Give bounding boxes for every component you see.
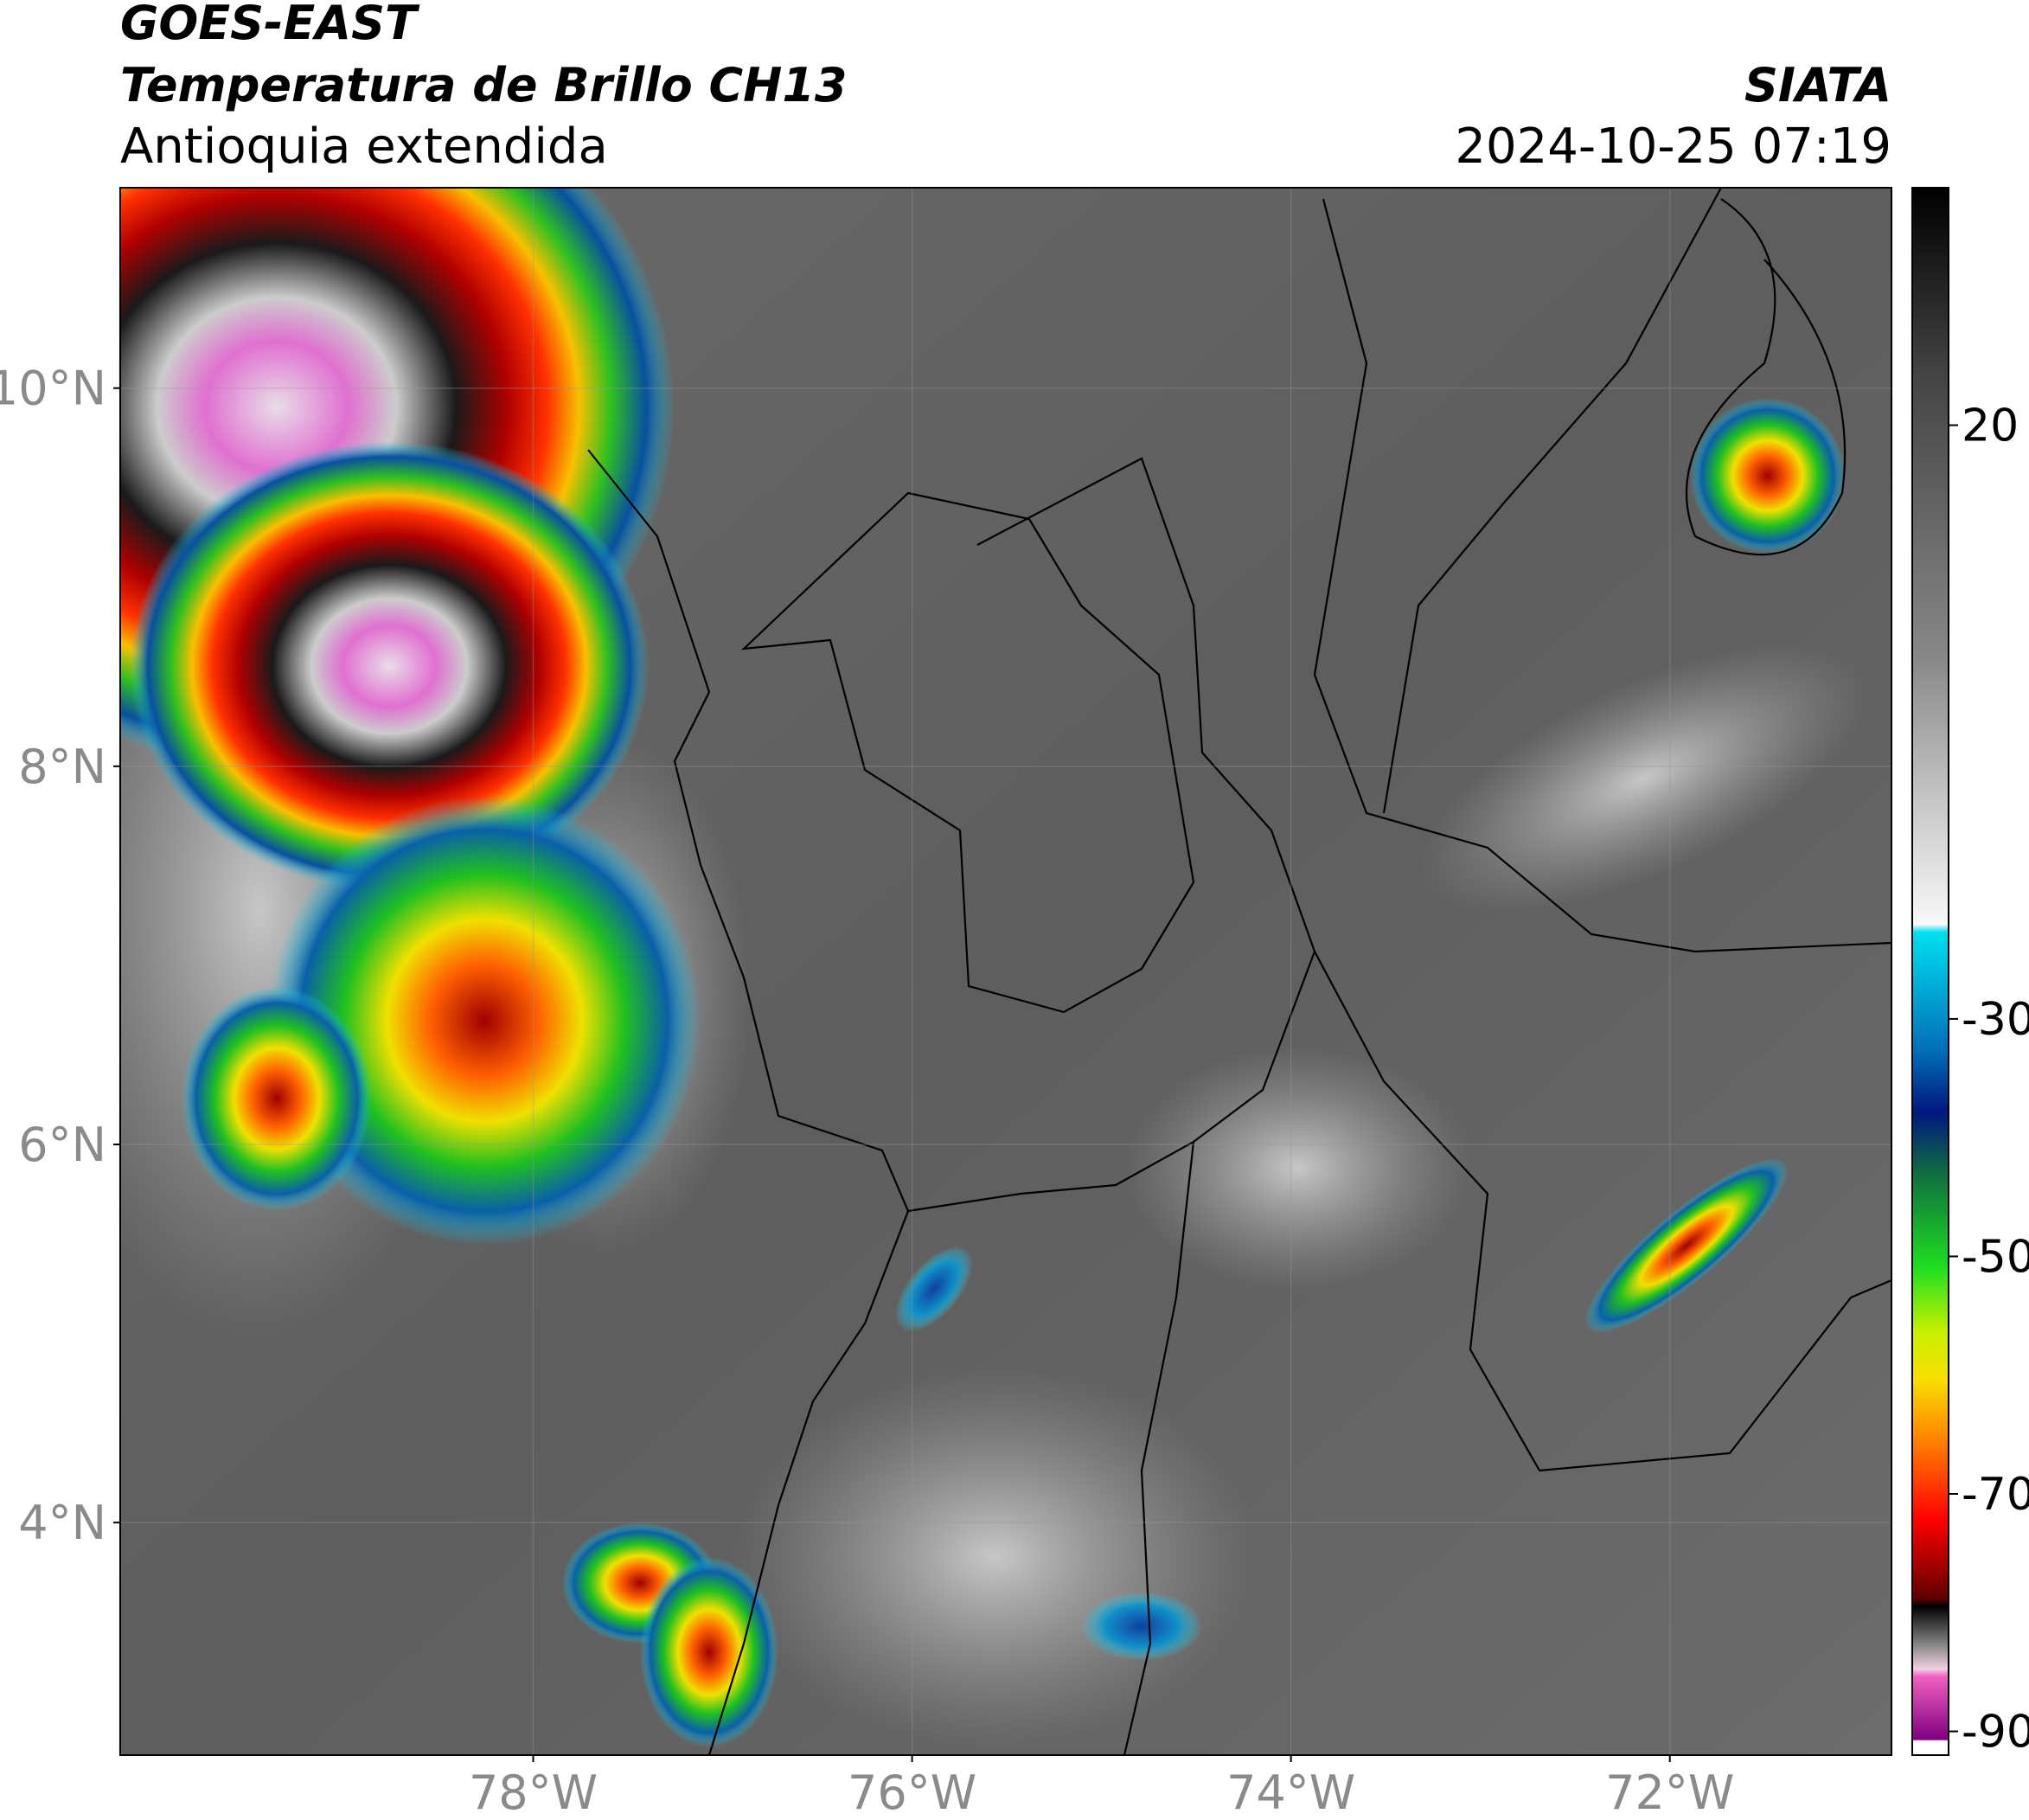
y-tick-label: 6°N xyxy=(18,1118,106,1172)
storm-cell xyxy=(130,441,649,891)
cloud xyxy=(1420,644,1866,913)
colorbar xyxy=(1911,187,1949,1756)
map-imagery xyxy=(120,188,1891,1755)
map-frame xyxy=(119,187,1892,1756)
x-tick-label: 72°W xyxy=(1605,1766,1734,1817)
y-tick-label: 8°N xyxy=(18,740,106,794)
storm-cell xyxy=(182,986,372,1211)
product-title: Temperatura de Brillo CH13 xyxy=(120,58,848,112)
colorbar-tick-label: -50 xyxy=(1962,1231,2029,1283)
x-tick-label: 78°W xyxy=(469,1766,598,1817)
graticule xyxy=(120,188,1891,1755)
storm-cell xyxy=(895,1246,973,1332)
x-tick-label: 76°W xyxy=(848,1766,976,1817)
y-tick-label: 4°N xyxy=(18,1496,106,1550)
department-border xyxy=(1313,198,1891,953)
colorbar-tick-label: 20 xyxy=(1962,401,2019,452)
colorbar-tick-label: -30 xyxy=(1962,994,2029,1046)
x-tick-label: 74°W xyxy=(1226,1766,1355,1817)
datetime-label: 2024-10-25 07:19 xyxy=(1455,119,1891,175)
country-border xyxy=(1382,188,1722,814)
storm-cell xyxy=(640,1557,778,1747)
department-border xyxy=(1123,1141,1195,1755)
coastline xyxy=(1685,198,1847,556)
storm-cell xyxy=(1081,1592,1202,1661)
coastline xyxy=(587,449,910,1755)
cloud xyxy=(1124,1047,1470,1289)
cloud xyxy=(735,1367,1254,1747)
storm-cell xyxy=(268,796,701,1246)
storm-cell xyxy=(1690,398,1846,554)
region-subtitle: Antioquia extendida xyxy=(120,119,608,175)
y-tick-label: 10°N xyxy=(0,362,106,416)
storm-cell xyxy=(1584,1157,1789,1334)
agency-label: SIATA xyxy=(1744,58,1891,112)
department-border xyxy=(740,491,1195,1014)
colorbar-tick-label: -70 xyxy=(1962,1469,2029,1521)
country-border xyxy=(1314,951,1891,1472)
colorbar-tick-label: -90 xyxy=(1962,1707,2029,1759)
satellite-title: GOES-EAST xyxy=(120,0,420,50)
